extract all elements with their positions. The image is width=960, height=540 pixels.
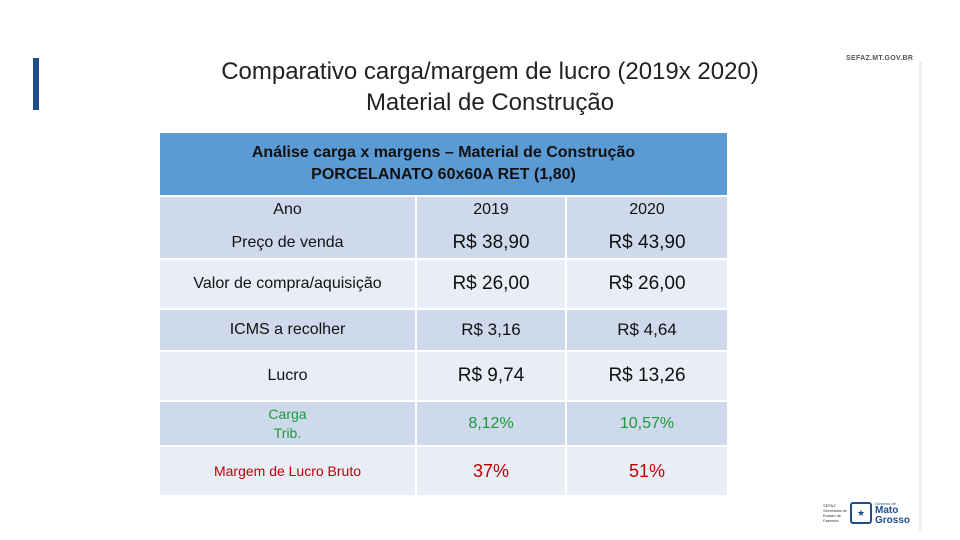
profit-2020: R$ 13,26 xyxy=(608,365,686,386)
profit-2019-cell: R$ 9,74 xyxy=(417,352,567,402)
icms-2019: R$ 3,16 xyxy=(461,320,521,339)
purchase-2019: R$ 26,00 xyxy=(452,273,530,294)
tax-burden-label-cell: Carga Trib. xyxy=(160,402,417,447)
tax-burden-2020: 10,57% xyxy=(619,414,675,432)
icms-label: ICMS a recolher xyxy=(229,321,346,338)
col-2019-cell: 2019 R$ 38,90 xyxy=(417,197,567,260)
gov-text: Governo de xyxy=(875,500,896,506)
tax-burden-2019: 8,12% xyxy=(468,414,514,432)
state-line-2: Grosso xyxy=(875,514,911,526)
tax-burden-2020-cell: 10,57% xyxy=(567,402,727,447)
year-label: Ano xyxy=(273,201,302,218)
purchase-2020-cell: R$ 26,00 xyxy=(567,260,727,310)
price-label-cell: Ano Preço de venda xyxy=(160,197,417,260)
table-row-purchase: Valor de compra/aquisição R$ 26,00 R$ 26… xyxy=(160,260,727,310)
icms-2019-cell: R$ 3,16 xyxy=(417,310,567,352)
gross-margin-2019: 37% xyxy=(472,460,510,481)
table-header: Análise carga x margens – Material de Co… xyxy=(160,133,727,195)
title-line-2: Material de Construção xyxy=(365,89,615,116)
tax-burden-label-2: Trib. xyxy=(273,424,302,441)
state-line-1: Mato xyxy=(875,504,899,516)
profit-2020-cell: R$ 13,26 xyxy=(567,352,727,402)
price-2019: R$ 38,90 xyxy=(452,232,530,253)
government-logo: SEFAZ Secretaria de Estado de Fazenda ★ … xyxy=(823,497,923,529)
table-row-gross-margin: Margem de Lucro Bruto 37% 51% xyxy=(160,447,727,497)
table-header-line-1: Análise carga x margens – Material de Co… xyxy=(251,144,636,161)
gross-margin-2019-cell: 37% xyxy=(417,447,567,497)
profit-label: Lucro xyxy=(267,367,308,384)
profit-label-cell: Lucro xyxy=(160,352,417,402)
table-header-line-2: PORCELANATO 60x60A RET (1,80) xyxy=(311,166,576,183)
icms-2020-cell: R$ 4,64 xyxy=(567,310,727,352)
gross-margin-2020: 51% xyxy=(628,460,666,481)
gross-margin-label: Margem de Lucro Bruto xyxy=(213,463,362,479)
title-line-1: Comparativo carga/margem de lucro (2019x… xyxy=(221,58,759,85)
year-2019: 2019 xyxy=(473,201,509,218)
gross-margin-2020-cell: 51% xyxy=(567,447,727,497)
table-row-icms: ICMS a recolher R$ 3,16 R$ 4,64 xyxy=(160,310,727,352)
purchase-2020: R$ 26,00 xyxy=(608,273,686,294)
tax-burden-2019-cell: 8,12% xyxy=(417,402,567,447)
profit-2019: R$ 9,74 xyxy=(457,365,525,386)
year-2020: 2020 xyxy=(629,201,665,218)
table-row-price: Ano Preço de venda 2019 R$ 38,90 2020 R$… xyxy=(160,197,727,260)
table-row-tax-burden: Carga Trib. 8,12% 10,57% xyxy=(160,402,727,447)
state-seal-icon: ★ xyxy=(850,502,872,524)
table-row-profit: Lucro R$ 9,74 R$ 13,26 xyxy=(160,352,727,402)
state-brand: Governo de Mato Grosso xyxy=(875,501,910,526)
price-2020: R$ 43,90 xyxy=(608,232,686,253)
purchase-2019-cell: R$ 26,00 xyxy=(417,260,567,310)
tax-burden-label-1: Carga xyxy=(268,405,307,422)
right-divider xyxy=(919,62,922,532)
sefaz-logo-text: SEFAZ Secretaria de Estado de Fazenda xyxy=(823,503,847,523)
icms-label-cell: ICMS a recolher xyxy=(160,310,417,352)
icms-2020: R$ 4,64 xyxy=(617,320,677,339)
gross-margin-label-cell: Margem de Lucro Bruto xyxy=(160,447,417,497)
slide-title: Comparativo carga/margem de lucro (2019x… xyxy=(140,56,840,118)
purchase-label: Valor de compra/aquisição xyxy=(193,275,382,292)
accent-bar xyxy=(33,58,39,110)
col-2020-cell: 2020 R$ 43,90 xyxy=(567,197,727,260)
site-url: SEFAZ.MT.GOV.BR xyxy=(846,55,914,62)
price-label: Preço de venda xyxy=(231,234,344,251)
purchase-label-cell: Valor de compra/aquisição xyxy=(160,260,417,310)
